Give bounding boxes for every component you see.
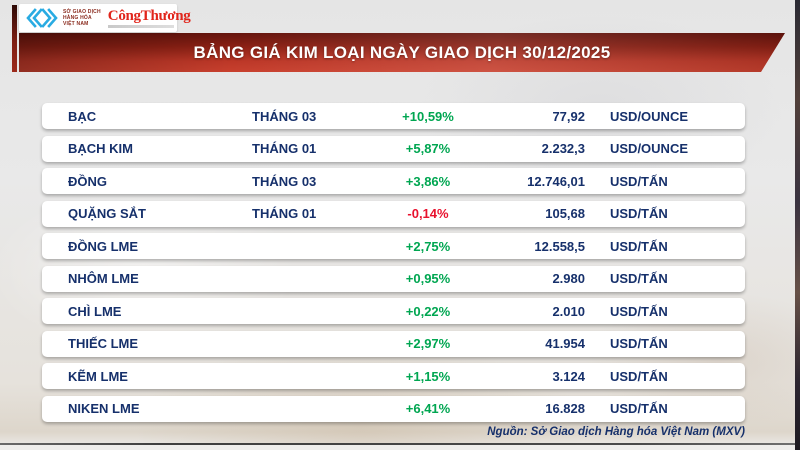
price-value: 16.828 xyxy=(545,401,585,416)
table-row: ĐỒNG THÁNG 03 +3,86% 12.746,01 USD/TẤN xyxy=(42,168,745,194)
price-unit: USD/TẤN xyxy=(610,368,668,384)
mxv-logo-line1: SỞ GIAO DỊCH xyxy=(63,8,101,15)
price-value: 12.746,01 xyxy=(527,173,585,189)
price-value: 77,92 xyxy=(552,108,585,124)
commodity-name: KẼM LME xyxy=(68,368,128,384)
commodity-name: BẠC xyxy=(68,108,97,124)
commodity-name: NIKEN LME xyxy=(68,401,140,416)
percent-change: +2,75% xyxy=(405,238,451,254)
mxv-logo-text: SỞ GIAO DỊCH HÀNG HÓA VIỆT NAM xyxy=(63,9,101,28)
price-unit: USD/TẤN xyxy=(610,173,668,189)
commodity-name: THIẾC LME xyxy=(68,336,139,351)
contract-month: THÁNG 01 xyxy=(252,206,317,221)
commodity-name: NHÔM LME xyxy=(68,271,139,286)
price-unit: USD/OUNCE xyxy=(610,141,689,156)
contract-month: THÁNG 03 xyxy=(252,108,317,124)
table-row: ĐỒNG LME +2,75% 12.558,5 USD/TẤN xyxy=(42,233,745,259)
table-row: QUẶNG SẮT THÁNG 01 -0,14% 105,68 USD/TẤN xyxy=(42,200,745,227)
percent-change: +0,22% xyxy=(405,303,451,319)
percent-change: +5,87% xyxy=(405,141,451,156)
source-note: Nguồn: Sở Giao dịch Hàng hóa Việt Nam (M… xyxy=(487,426,745,438)
contract-month: THÁNG 03 xyxy=(252,173,317,189)
mxv-logo-line3: VIỆT NAM xyxy=(63,21,89,28)
percent-change: +10,59% xyxy=(402,108,454,124)
bottom-divider-line xyxy=(0,443,795,445)
table-row: NHÔM LME +0,95% 2.980 USD/TẤN xyxy=(42,265,745,292)
table-row: KẼM LME +1,15% 3.124 USD/TẤN xyxy=(42,363,745,389)
title-banner: BẢNG GIÁ KIM LOẠI NGÀY GIAO DỊCH 30/12/2… xyxy=(19,33,785,72)
price-unit: USD/TẤN xyxy=(610,401,668,416)
percent-change: +3,86% xyxy=(405,173,451,189)
contract-month: THÁNG 01 xyxy=(252,141,317,156)
percent-change: +0,95% xyxy=(405,271,451,286)
price-value: 3.124 xyxy=(552,368,585,384)
percent-change: +2,97% xyxy=(405,336,451,351)
price-unit: USD/OUNCE xyxy=(610,108,689,124)
price-value: 2.980 xyxy=(552,271,585,286)
price-unit: USD/TẤN xyxy=(610,336,668,351)
congthuong-logo: CôngThương xyxy=(107,7,191,28)
percent-change: -0,14% xyxy=(407,206,449,221)
price-unit: USD/TẤN xyxy=(610,271,668,286)
metal-price-table: BẠC THÁNG 03 +10,59% 77,92 USD/OUNCE BẠC… xyxy=(42,103,745,422)
price-value: 12.558,5 xyxy=(534,238,585,254)
commodity-name: ĐỒNG LME xyxy=(68,238,139,254)
right-edge-photo-strip xyxy=(795,0,800,450)
table-row: BẠCH KIM THÁNG 01 +5,87% 2.232,3 USD/OUN… xyxy=(42,135,745,162)
price-value: 2.232,3 xyxy=(541,141,585,156)
commodity-name: CHÌ LME xyxy=(68,303,122,319)
percent-change: +6,41% xyxy=(405,401,451,416)
price-unit: USD/TẤN xyxy=(610,206,668,221)
table-row: CHÌ LME +0,22% 2.010 USD/TẤN xyxy=(42,298,745,324)
page-title: BẢNG GIÁ KIM LOẠI NGÀY GIAO DỊCH 30/12/2… xyxy=(193,43,611,62)
header-logo-box: SỞ GIAO DỊCH HÀNG HÓA VIỆT NAM CôngThươn… xyxy=(19,4,191,32)
price-value: 105,68 xyxy=(545,206,585,221)
price-value: 41.954 xyxy=(545,336,585,351)
table-row: THIẾC LME +2,97% 41.954 USD/TẤN xyxy=(42,330,745,357)
congthuong-subtitle-rule xyxy=(107,24,174,28)
congthuong-wordmark: CôngThương xyxy=(107,7,191,24)
header-accent-stripe-cyan xyxy=(7,5,10,72)
table-row: BẠC THÁNG 03 +10,59% 77,92 USD/OUNCE xyxy=(42,103,745,129)
table-row: NIKEN LME +6,41% 16.828 USD/TẤN xyxy=(42,395,745,422)
commodity-name: BẠCH KIM xyxy=(68,141,133,156)
price-unit: USD/TẤN xyxy=(610,238,668,254)
commodity-name: QUẶNG SẮT xyxy=(68,206,146,221)
commodity-name: ĐỒNG xyxy=(68,173,107,189)
percent-change: +1,15% xyxy=(405,368,451,384)
price-value: 2.010 xyxy=(552,303,585,319)
mxv-logo-icon xyxy=(26,8,58,28)
bottom-margin xyxy=(0,445,795,450)
price-unit: USD/TẤN xyxy=(610,303,668,319)
header-accent-stripe-maroon xyxy=(12,5,17,72)
mxv-logo-line2: HÀNG HÓA xyxy=(63,14,92,21)
